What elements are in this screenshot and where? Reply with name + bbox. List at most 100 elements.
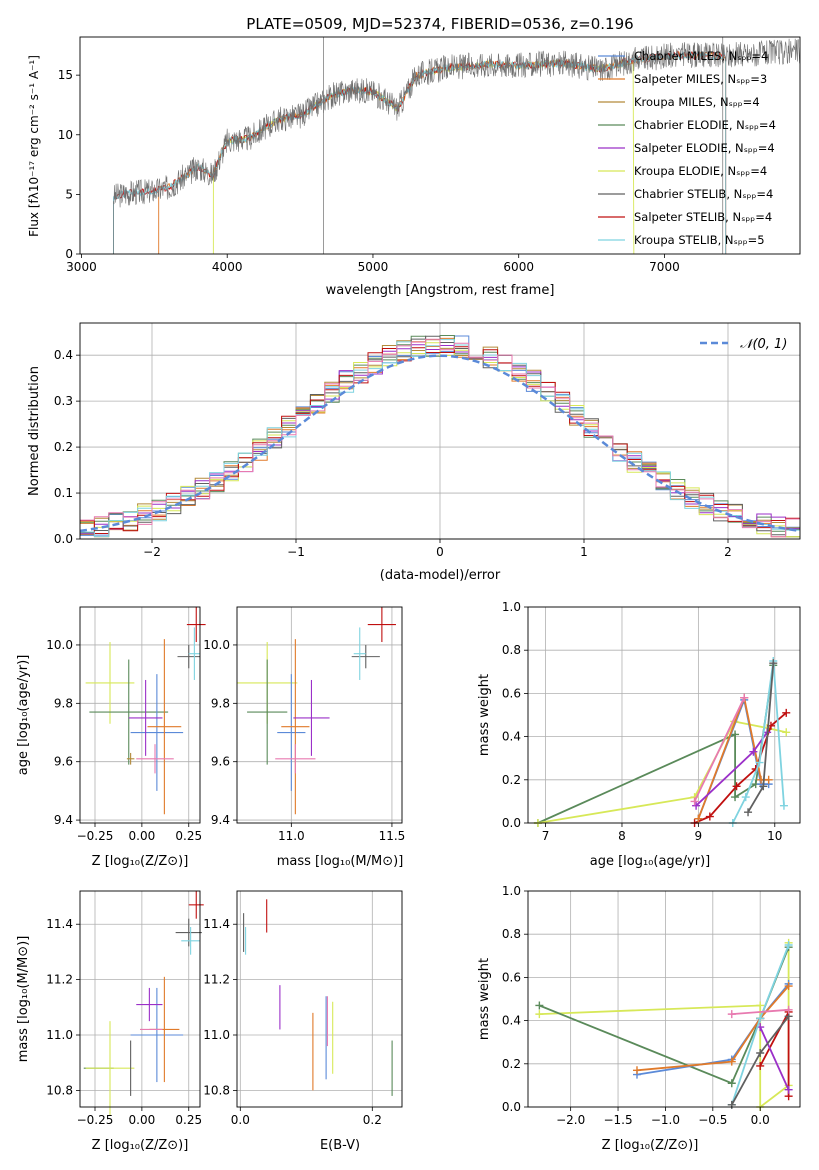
axes-frame [236,606,403,824]
weight-marker [694,814,703,823]
y-tick-label: 0.0 [502,1100,521,1114]
y-tick-label: 0.2 [54,440,73,454]
errorbar-chabrier-stelib [351,644,380,669]
y-tick-label: 0.8 [502,927,521,941]
y-tick-label: 10 [58,128,73,142]
weight-marker [731,793,740,802]
weight-marker [740,693,749,702]
errorbar-kroupa-elodie [85,1021,135,1116]
x-tick-label: −2.0 [556,1113,585,1127]
normal-legend-label: 𝒩(0, 1) [740,337,787,352]
errorbar-kroupa-elodie [85,642,135,724]
errorbar-pink [275,744,316,774]
y-tick-label: 10.8 [46,1083,73,1097]
weight-line [697,694,769,820]
y-tick-label: 0.1 [54,486,73,500]
spectrum-plot-area: 3000 4000 5000 6000 7000 0 5 10 15 [58,36,801,274]
histograms [80,335,800,538]
axis-ticks: −2.0 −1.5 −1.0 −0.5 0.0 0.0 0.2 0.4 0.6 0.8 1.0 [502,884,770,1127]
weight-line [694,712,787,824]
residual-legend: 𝒩(0, 1) [700,337,787,352]
weight-line [693,697,746,802]
weight-marker [784,1005,793,1014]
weight-marker [632,1066,641,1075]
x-tick-label: 0.0 [231,1113,250,1127]
mass-ebv-plot-area: 0.0 0.2 10.8 11.0 11.2 11.4 [203,890,403,1127]
axis-ticks: −0.25 0.00 0.25 9.4 9.6 9.8 10.0 [46,638,202,843]
x-tick-label: 0.0 [751,1113,770,1127]
spectrum-legend-items: Chabrier MILES, Nₛₚₚ=4 Salpeter MILES, Nₛ… [598,49,776,247]
age-z-ylabel: age [log₁₀(age/yr)] [16,655,31,776]
errorbar-salpeter-stelib [367,607,396,643]
weight-marker [759,782,768,791]
weight-marker [749,747,758,756]
data-marks [85,607,206,815]
axis-ticks: 11.0 11.5 9.4 9.6 9.8 10.0 [203,638,405,843]
weight-age-plot-area: 7 8 9 10 0.0 0.2 0.4 0.6 0.8 1.0 [502,600,801,843]
grid-lines [528,890,800,1108]
y-tick-label: 9.6 [211,755,230,769]
mass-z-xlabel: Z [log₁₀(Z/Z⊙)] [92,1138,189,1153]
x-tick-label: 7000 [649,260,680,274]
axes-frame [79,890,201,1108]
y-tick-label: 10.8 [203,1083,230,1097]
normal-pdf-curve [80,354,800,533]
weight-series-chabrier-stelib [727,1012,793,1109]
x-tick-label: 0.00 [129,1113,156,1127]
age-z-plot-area: −0.25 0.00 0.25 9.4 9.6 9.8 10.0 [46,606,206,843]
weight-line [731,1008,789,1015]
spectrum-legend: Chabrier MILES, Nₛₚₚ=4 Salpeter MILES, Nₛ… [598,49,776,247]
y-tick-label: 0.0 [54,532,73,546]
errorbar-chabrier-miles [277,674,306,791]
weight-marker [784,941,793,949]
age-z-panel: −0.25 0.00 0.25 9.4 9.6 9.8 10.0 Z [log₁₀(Z/Z⊙… [16,606,206,869]
weight-line [636,985,790,1072]
weight-marker [732,782,741,791]
errorbar-chabrier-stelib [175,918,202,947]
residual-xlabel: (data-model)/error [380,568,501,583]
axis-ticks: −2 −1 0 1 2 0.0 0.1 0.2 0.3 0.4 [54,348,732,559]
histogram-step [80,338,800,538]
age-mass-panel: 11.0 11.5 9.4 9.6 9.8 10.0 mass [log₁₀(M/M⊙)] [203,606,405,869]
weight-marker [782,728,791,737]
axes-frame [527,890,801,1108]
grid-lines [237,891,402,1107]
weight-series-kroupa-stelib [728,657,788,827]
weight-line [731,660,785,824]
weight-marker [741,793,750,802]
y-tick-label: 0.6 [502,686,521,700]
x-tick-label: 6000 [503,260,534,274]
y-tick-label: 11.2 [46,973,73,987]
mass-ebv-xlabel: E(B-V) [320,1138,360,1153]
x-tick-label: 0.25 [175,829,202,843]
y-tick-label: 0.2 [502,1057,521,1071]
axis-ticks: −0.25 0.00 0.25 10.8 11.0 11.2 11.4 [46,917,202,1127]
axis-ticks: 7 8 9 10 0.0 0.2 0.4 0.6 0.8 1.0 [502,600,783,843]
y-tick-label: 9.6 [54,755,73,769]
errorbar-pink [136,744,174,774]
axis-ticks: 0.0 0.2 10.8 11.0 11.2 11.4 [203,917,382,1127]
weight-series-chabrier-miles [694,695,773,823]
errorbar-chabrier-elodie [247,659,288,765]
x-tick-label: 8 [618,829,626,843]
y-tick-label: 0.8 [502,643,521,657]
weight-series-pink [727,1005,793,1019]
x-tick-label: −0.5 [698,1113,727,1127]
axes-frame [527,606,801,824]
y-tick-label: 9.4 [54,813,73,827]
errorbar-kroupa-stelib [181,927,200,955]
x-tick-label: −0.25 [77,1113,114,1127]
weight-marker [690,797,699,806]
data-marks [243,899,393,1096]
x-tick-label: 0.25 [175,1113,202,1127]
axes-frame [79,322,801,540]
weight-age-xlabel: age [log₁₀(age/yr)] [590,854,711,869]
errorbar-salpeter-elodie [128,679,163,756]
weight-marker [756,1014,765,1023]
weight-marker [727,1100,736,1109]
y-tick-label: 11.2 [203,973,230,987]
weight-marker [764,775,773,784]
x-tick-label: −2 [143,545,161,559]
weight-marker [727,1057,736,1066]
